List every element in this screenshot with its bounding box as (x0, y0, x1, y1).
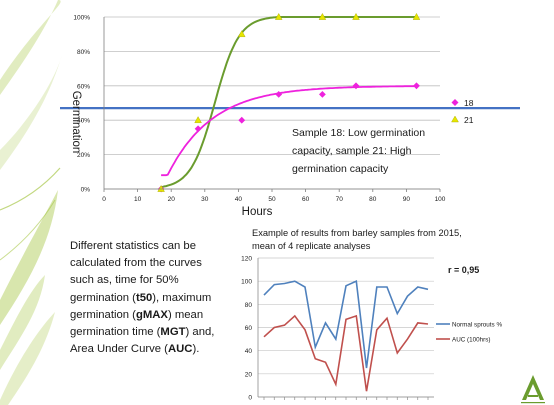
point-sample-21 (194, 116, 202, 123)
curve-sample-21 (160, 16, 417, 189)
leaf-stroke-1 (0, 167, 61, 211)
bottom-chart-axes: 0 20 40 60 80 100 120 (241, 256, 434, 402)
series-auc (263, 314, 429, 392)
x-tick-label: 80 (369, 196, 377, 203)
y-axis-title: Germination (70, 91, 82, 154)
point-sample-21 (318, 12, 327, 20)
desc-text-3: ) mean germination time ( (70, 308, 204, 339)
leaf-2 (0, 55, 62, 170)
bottom-chart-gridlines (258, 257, 434, 398)
point-sample-18 (319, 91, 326, 98)
bottom-y-tick-label: 40 (245, 348, 253, 355)
desc-text-4: ) and, Area Under Curve ( (70, 326, 215, 356)
point-sample-21 (412, 12, 421, 20)
x-tick-label: 0 (102, 196, 106, 203)
desc-text-1: Different statistics can be calculated f… (70, 240, 202, 304)
y-tick-label: 60% (77, 83, 90, 90)
bottom-legend-label: Normal sprouts % (452, 322, 502, 329)
point-sample-21 (157, 184, 165, 192)
x-tick-label: 60 (302, 196, 310, 203)
x-tick-label: 40 (235, 196, 243, 203)
top-chart-data-points (157, 12, 421, 193)
annotation-line-1: Sample 18: Low germination (292, 127, 426, 139)
top-chart-fitted-curves (160, 16, 417, 189)
statistics-description: Different statistics can be calculated f… (70, 238, 220, 358)
bottom-chart-series (263, 280, 429, 392)
logo-icon (521, 375, 545, 404)
bottom-y-tick-label: 120 (241, 256, 252, 263)
correlation-annotation: r = 0,95 (448, 265, 479, 275)
leaf-3 (0, 190, 58, 325)
x-tick-label: 90 (403, 196, 411, 203)
point-sample-21 (352, 12, 360, 20)
term-gmax: gMAX (135, 308, 168, 321)
point-sample-18 (194, 125, 202, 133)
legend-marker-21 (451, 115, 459, 123)
leaf-5 (0, 312, 55, 405)
term-auc: AUC (167, 343, 193, 356)
point-sample-18 (413, 82, 420, 90)
desc-text-5: ). (192, 343, 200, 356)
legend-marker-18 (451, 99, 459, 106)
x-tick-label: 30 (201, 196, 209, 203)
barley-results-chart: 0 20 40 60 80 100 120 Normal sprouts % AUC (100… (241, 256, 502, 402)
x-axis-title: Hours (242, 206, 273, 218)
leaf-4 (0, 275, 45, 370)
bottom-legend-label: AUC (100hrs) (452, 337, 491, 344)
point-sample-18 (352, 82, 360, 90)
y-tick-label: 20% (77, 152, 90, 159)
x-tick-label: 10 (134, 196, 142, 203)
point-sample-21 (238, 30, 246, 37)
bottom-title-line-2: mean of 4 replicate analyses (252, 240, 371, 251)
leaf-1 (0, 0, 61, 95)
leaf-stroke-2 (0, 199, 56, 261)
curve-sample-18 (161, 85, 417, 177)
bottom-chart-legend: Normal sprouts % AUC (100hrs) (436, 322, 502, 344)
term-mgt: MGT (160, 326, 186, 339)
x-tick-label: 50 (268, 196, 276, 203)
term-t50: t50 (135, 291, 153, 304)
series-normal-sprouts (263, 280, 429, 369)
point-sample-18 (275, 91, 283, 98)
y-tick-label: 80% (77, 49, 90, 56)
annotation-line-3: germination capacity (292, 163, 389, 175)
y-tick-label: 0% (81, 187, 91, 194)
bottom-title-line-1: Example of results from barley samples f… (252, 228, 462, 238)
bottom-y-tick-label: 60 (245, 325, 253, 332)
point-sample-21 (274, 12, 283, 20)
x-tick-label: 70 (336, 196, 344, 203)
bottom-y-tick-label: 0 (248, 395, 252, 402)
legend-label-18: 18 (464, 98, 474, 108)
annotation-line-2: capacity, sample 21: High (292, 145, 412, 157)
legend-label-21: 21 (464, 115, 474, 125)
bottom-y-tick-label: 20 (245, 371, 253, 378)
top-chart-axes: 0% 20% 40% 60% 80% 100% 0 10 20 30 40 50 60 70 80 90 100 (73, 15, 445, 204)
x-tick-label: 100 (435, 196, 446, 203)
y-tick-label: 40% (77, 118, 90, 125)
x-tick-label: 20 (168, 196, 176, 203)
bottom-y-tick-label: 80 (245, 302, 253, 309)
germination-chart: 0% 20% 40% 60% 80% 100% 0 10 20 30 40 50 60 70 80 90 100… (60, 12, 520, 218)
bottom-y-tick-label: 100 (241, 279, 252, 286)
sample-annotation: Sample 18: Low germination capacity, sam… (292, 124, 425, 178)
desc-text-2: ), maximum germination ( (70, 291, 212, 321)
point-sample-18 (238, 116, 246, 124)
y-tick-label: 100% (73, 15, 90, 22)
bottom-chart-title: Example of results from barley samples f… (252, 227, 552, 252)
